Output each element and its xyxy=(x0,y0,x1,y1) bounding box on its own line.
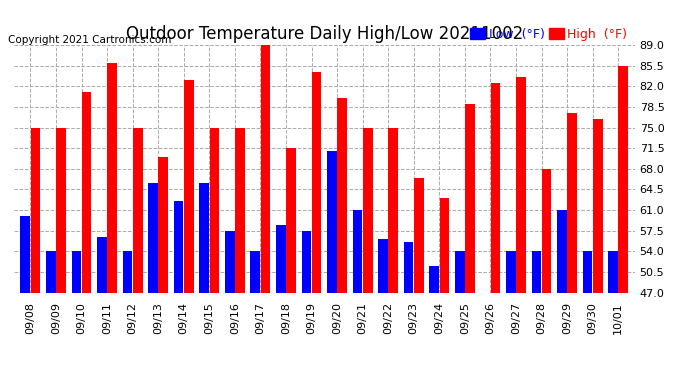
Bar xyxy=(174,201,184,292)
Bar xyxy=(199,183,209,292)
Bar xyxy=(506,251,515,292)
Bar xyxy=(363,128,373,292)
Bar xyxy=(235,128,245,292)
Bar xyxy=(225,231,235,292)
Text: Copyright 2021 Cartronics.com: Copyright 2021 Cartronics.com xyxy=(8,35,171,45)
Bar xyxy=(133,128,143,292)
Bar xyxy=(286,148,296,292)
Bar xyxy=(414,178,424,292)
Bar xyxy=(123,251,132,292)
Bar xyxy=(618,66,628,292)
Bar xyxy=(56,128,66,292)
Bar xyxy=(184,80,194,292)
Bar xyxy=(378,240,388,292)
Bar xyxy=(30,128,41,292)
Bar xyxy=(159,157,168,292)
Bar xyxy=(82,92,92,292)
Bar xyxy=(531,251,541,292)
Bar xyxy=(404,242,413,292)
Bar xyxy=(557,210,566,292)
Bar xyxy=(353,210,362,292)
Bar xyxy=(440,198,449,292)
Bar xyxy=(516,77,526,292)
Bar xyxy=(455,251,464,292)
Bar xyxy=(608,251,618,292)
Bar xyxy=(148,183,158,292)
Bar xyxy=(542,169,551,292)
Bar xyxy=(388,128,398,292)
Bar xyxy=(337,98,347,292)
Bar xyxy=(210,128,219,292)
Bar xyxy=(491,83,500,292)
Bar xyxy=(21,216,30,292)
Bar xyxy=(312,72,322,292)
Bar xyxy=(567,113,577,292)
Bar xyxy=(327,151,337,292)
Bar xyxy=(582,251,593,292)
Bar xyxy=(97,237,107,292)
Bar xyxy=(302,231,311,292)
Bar xyxy=(108,63,117,292)
Bar xyxy=(250,251,260,292)
Bar xyxy=(46,251,56,292)
Title: Outdoor Temperature Daily High/Low 20211002: Outdoor Temperature Daily High/Low 20211… xyxy=(126,26,523,44)
Bar xyxy=(261,45,270,292)
Bar xyxy=(593,118,602,292)
Bar xyxy=(429,266,439,292)
Bar xyxy=(72,251,81,292)
Legend: Low  (°F), High  (°F): Low (°F), High (°F) xyxy=(469,27,629,42)
Bar xyxy=(276,225,286,292)
Bar xyxy=(465,104,475,292)
